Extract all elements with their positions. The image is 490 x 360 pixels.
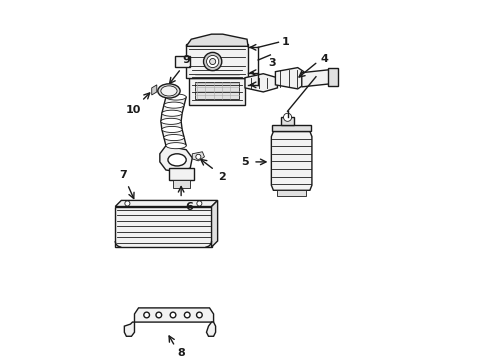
Polygon shape: [245, 74, 277, 92]
Polygon shape: [186, 44, 248, 78]
Text: 1: 1: [281, 37, 289, 47]
Text: 2: 2: [218, 172, 225, 182]
Circle shape: [197, 201, 202, 206]
Text: 7: 7: [120, 170, 127, 180]
Ellipse shape: [161, 118, 181, 125]
Polygon shape: [173, 180, 190, 188]
Circle shape: [207, 55, 219, 68]
Polygon shape: [196, 82, 239, 99]
Polygon shape: [212, 201, 218, 247]
Polygon shape: [328, 68, 338, 86]
Ellipse shape: [166, 94, 186, 100]
Polygon shape: [175, 57, 190, 67]
Circle shape: [144, 312, 149, 318]
Ellipse shape: [164, 135, 184, 141]
Polygon shape: [115, 201, 218, 207]
Polygon shape: [152, 85, 157, 95]
Ellipse shape: [164, 102, 184, 108]
Polygon shape: [271, 131, 312, 190]
Text: 3: 3: [269, 58, 276, 68]
Polygon shape: [272, 125, 311, 131]
Circle shape: [196, 154, 201, 159]
Circle shape: [284, 113, 292, 121]
Ellipse shape: [161, 86, 177, 96]
Text: 4: 4: [320, 54, 328, 64]
Circle shape: [196, 312, 202, 318]
Text: 5: 5: [242, 157, 249, 167]
Circle shape: [210, 58, 216, 64]
Polygon shape: [186, 34, 248, 46]
Ellipse shape: [158, 84, 180, 98]
Polygon shape: [161, 97, 186, 146]
Ellipse shape: [168, 154, 186, 166]
Circle shape: [203, 53, 222, 71]
Circle shape: [170, 312, 176, 318]
Text: 6: 6: [185, 202, 193, 212]
Polygon shape: [169, 168, 195, 180]
Circle shape: [184, 312, 190, 318]
Polygon shape: [160, 146, 192, 172]
Polygon shape: [115, 207, 212, 247]
Text: 8: 8: [177, 348, 185, 359]
Circle shape: [156, 312, 162, 318]
Polygon shape: [192, 152, 204, 161]
Polygon shape: [277, 190, 306, 196]
Text: 10: 10: [126, 105, 141, 115]
Circle shape: [125, 201, 130, 206]
Polygon shape: [189, 78, 245, 105]
Polygon shape: [206, 322, 216, 336]
Ellipse shape: [166, 143, 186, 149]
Polygon shape: [124, 322, 134, 336]
Polygon shape: [275, 68, 304, 89]
Ellipse shape: [162, 126, 182, 132]
Ellipse shape: [162, 110, 182, 116]
Text: 9: 9: [182, 55, 190, 64]
Polygon shape: [134, 308, 214, 322]
Polygon shape: [281, 117, 294, 125]
Polygon shape: [302, 69, 330, 87]
